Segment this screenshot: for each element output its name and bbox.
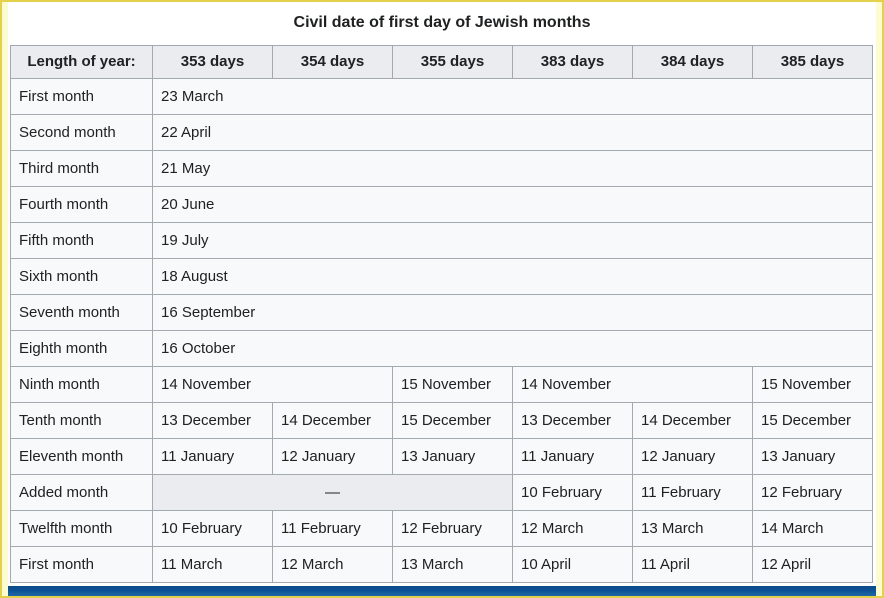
header-col-6: 385 days [752,45,873,79]
date-cell: 13 March [632,510,753,547]
date-cell: 11 January [152,438,273,475]
table-row: Eleventh month 11 January 12 January 13 Jan… [10,438,873,475]
date-cell: 13 January [752,438,873,475]
header-row: Length of year: 353 days 354 days 355 days… [10,45,873,79]
table-row: Fourth month 20 June [10,186,873,223]
date-cell: 12 January [272,438,393,475]
date-cell: 15 November [752,366,873,403]
jewish-months-table: Length of year: 353 days 354 days 355 days… [10,45,873,583]
empty-cell: — [152,474,513,511]
row-label: Ninth month [10,366,153,403]
date-cell: 19 July [152,222,873,259]
date-cell: 23 March [152,78,873,115]
date-cell: 14 November [512,366,753,403]
date-cell: 15 December [392,402,513,439]
date-cell: 16 September [152,294,873,331]
row-label: Fifth month [10,222,153,259]
date-cell: 14 December [272,402,393,439]
date-cell: 10 February [512,474,633,511]
table-row: First month 23 March [10,78,873,115]
table-row: Second month 22 April [10,114,873,151]
date-cell: 22 April [152,114,873,151]
date-cell: 13 December [152,402,273,439]
row-label: First month [10,546,153,583]
navbox-header-bar [8,586,876,596]
date-cell: 12 March [272,546,393,583]
date-cell: 20 June [152,186,873,223]
date-cell: 13 January [392,438,513,475]
table-row: Added month —10 February 11 February 12 Feb… [10,474,873,511]
header-length-of-year: Length of year: [10,45,153,79]
date-cell: 15 November [392,366,513,403]
row-label: Eleventh month [10,438,153,475]
table-row: Seventh month 16 September [10,294,873,331]
date-cell: 18 August [152,258,873,295]
row-label: Twelfth month [10,510,153,547]
date-cell: 12 March [512,510,633,547]
row-label: Seventh month [10,294,153,331]
date-cell: 15 December [752,402,873,439]
date-cell: 14 November [152,366,393,403]
table-row: Sixth month 18 August [10,258,873,295]
row-label: First month [10,78,153,115]
header-col-1: 353 days [152,45,273,79]
header-col-4: 383 days [512,45,633,79]
date-cell: 11 April [632,546,753,583]
table-row: Ninth month 14 November 15 November 14 Nove… [10,366,873,403]
table-row: Twelfth month 10 February 11 February 12 Fe… [10,510,873,547]
table-row: First month 11 March 12 March 13 March 10 Ap… [10,546,873,583]
date-cell: 13 December [512,402,633,439]
row-label: Added month [10,474,153,511]
date-cell: 11 January [512,438,633,475]
page-content: Civil date of first day of Jewish months… [8,2,876,596]
date-cell: 11 February [632,474,753,511]
row-label: Sixth month [10,258,153,295]
date-cell: 14 March [752,510,873,547]
date-cell: 10 April [512,546,633,583]
row-label: Eighth month [10,330,153,367]
row-label: Third month [10,150,153,187]
header-col-2: 354 days [272,45,393,79]
date-cell: 10 February [152,510,273,547]
date-cell: 21 May [152,150,873,187]
row-label: Tenth month [10,402,153,439]
header-col-5: 384 days [632,45,753,79]
date-cell: 12 April [752,546,873,583]
table-row: Eighth month 16 October [10,330,873,367]
table-row: Third month 21 May [10,150,873,187]
date-cell: 16 October [152,330,873,367]
date-cell: 13 March [392,546,513,583]
table-row: Fifth month 19 July [10,222,873,259]
row-label: Second month [10,114,153,151]
date-cell: 14 December [632,402,753,439]
table-row: Tenth month 13 December 14 December 15 Dece… [10,402,873,439]
row-label: Fourth month [10,186,153,223]
date-cell: 11 February [272,510,393,547]
date-cell: 12 January [632,438,753,475]
date-cell: 12 February [752,474,873,511]
date-cell: 12 February [392,510,513,547]
header-col-3: 355 days [392,45,513,79]
date-cell: 11 March [152,546,273,583]
table-caption: Civil date of first day of Jewish months [293,14,591,31]
